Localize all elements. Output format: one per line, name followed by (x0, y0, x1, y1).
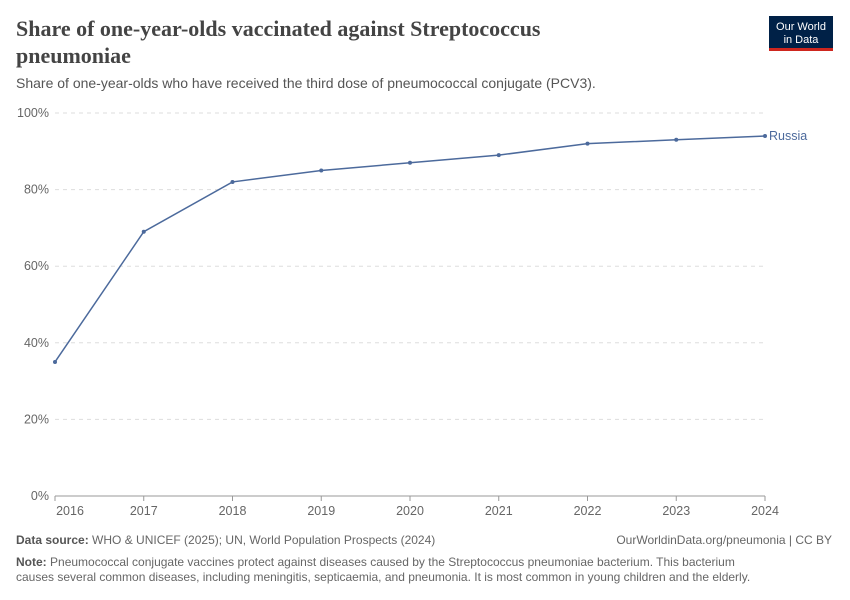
x-tick-label: 2021 (485, 504, 513, 518)
data-point (230, 179, 235, 184)
chart-title: pneumoniae (16, 43, 131, 68)
note-text: causes several common diseases, includin… (16, 570, 750, 584)
data-point (585, 141, 590, 146)
x-tick-label: 2022 (574, 504, 602, 518)
plot-area: 0% 20% 40% 60% 80% 100% 2016 2017 2018 2019 2020 20… (17, 106, 807, 518)
y-tick-label: 20% (24, 412, 49, 426)
data-point (408, 160, 412, 165)
source-text: WHO & UNICEF (2025); UN, World Populatio… (92, 533, 435, 547)
note: Note: Pneumococcal conjugate vaccines pr… (16, 555, 735, 569)
y-tick-label: 100% (17, 106, 49, 120)
x-tick-label: 2016 (56, 504, 84, 518)
url[interactable]: OurWorldinData.org/pneumonia | CC BY (616, 533, 832, 547)
chart-subtitle: Share of one-year-olds who have received… (16, 75, 596, 91)
x-tick-label: 2019 (307, 504, 335, 518)
x-tick-label: 2020 (396, 504, 424, 518)
source: Data source: WHO & UNICEF (2025); UN, Wo… (16, 533, 435, 547)
data-point (141, 229, 146, 234)
y-tick-label: 80% (24, 183, 49, 197)
x-tick-label: 2018 (219, 504, 247, 518)
logo-text: in Data (784, 34, 820, 46)
x-tick-label: 2017 (130, 504, 158, 518)
series-label: Russia (769, 129, 807, 143)
logo-text: Our World (776, 21, 826, 33)
logo-box (769, 16, 833, 50)
source-label: Data source: (16, 533, 89, 547)
chart-title: Share of one-year-olds vaccinated agains… (16, 16, 541, 41)
data-point (53, 359, 57, 364)
series-line (54, 135, 766, 363)
note-label: Note: (16, 555, 47, 569)
logo-stripe (769, 48, 833, 51)
y-tick-label: 40% (24, 336, 49, 350)
logo[interactable]: Our World in Data (769, 16, 833, 51)
y-tick-label: 0% (31, 489, 49, 503)
data-point (319, 168, 324, 173)
data-point (763, 133, 767, 138)
data-point (674, 137, 679, 142)
note-text: Pneumococcal conjugate vaccines protect … (50, 555, 735, 569)
y-tick-label: 60% (24, 259, 49, 273)
x-tick-label: 2023 (662, 504, 690, 518)
data-point (496, 153, 501, 158)
x-tick-label: 2024 (751, 504, 779, 518)
